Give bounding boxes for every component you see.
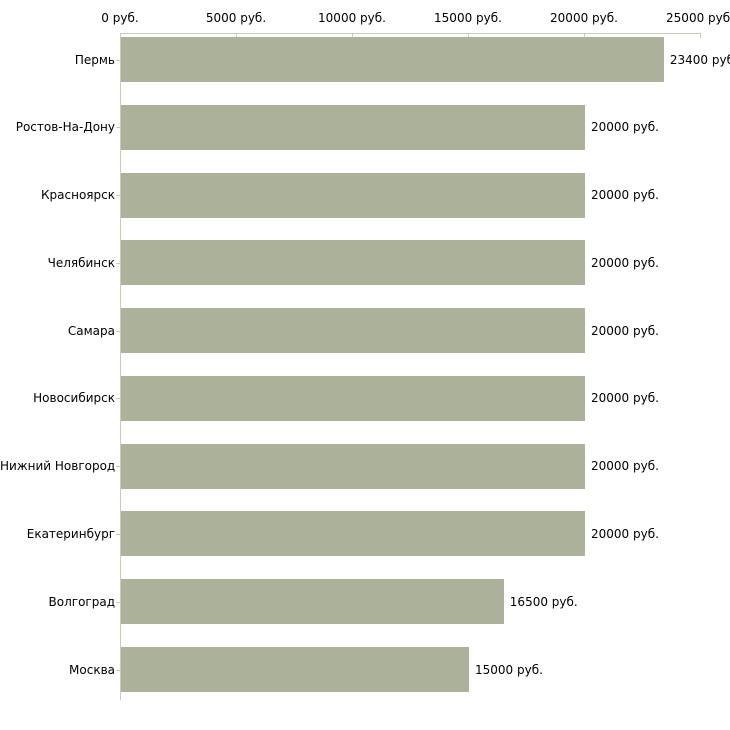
x-axis-tick-label: 10000 руб. <box>318 11 386 25</box>
bar-6 <box>121 375 585 421</box>
bar-3 <box>121 172 585 218</box>
x-axis-tick-label: 15000 руб. <box>434 11 502 25</box>
x-axis-line <box>120 33 701 34</box>
value-label: 20000 руб. <box>591 188 659 203</box>
x-axis-tick-mark <box>236 34 237 38</box>
category-label: Екатеринбург <box>26 526 115 541</box>
category-label: Волгоград <box>48 594 115 609</box>
bar-8 <box>121 511 585 557</box>
category-label: Ростов-На-Дону <box>15 120 115 135</box>
value-label: 20000 руб. <box>591 120 659 135</box>
value-label: 16500 руб. <box>509 594 578 609</box>
x-axis-tick-mark <box>468 34 469 38</box>
y-axis-tick-mark <box>116 669 120 671</box>
bar-7 <box>121 443 585 489</box>
y-axis-tick-mark <box>116 262 120 264</box>
x-axis-tick-mark <box>352 34 353 38</box>
category-label: Новосибирск <box>33 391 115 406</box>
value-label: 20000 руб. <box>591 459 659 474</box>
y-axis-tick-mark <box>116 59 120 61</box>
y-axis-line <box>120 33 121 700</box>
bar-1 <box>121 37 664 82</box>
bar-10 <box>121 647 469 693</box>
bar-2 <box>121 104 585 150</box>
category-label: Самара <box>67 323 115 338</box>
value-label: 20000 руб. <box>591 323 659 338</box>
y-axis-tick-mark <box>116 601 120 603</box>
value-label: 20000 руб. <box>591 526 659 541</box>
value-label: 15000 руб. <box>475 662 543 677</box>
category-label: Челябинск <box>47 255 115 270</box>
value-label: 20000 руб. <box>591 391 659 406</box>
y-axis-tick-mark <box>116 533 120 535</box>
x-axis-tick-label: 0 руб. <box>101 11 139 25</box>
y-axis-tick-mark <box>116 330 120 332</box>
x-axis-tick-mark <box>584 34 585 38</box>
value-label: 20000 руб. <box>591 255 659 270</box>
bar-4 <box>121 240 585 286</box>
category-label: Москва <box>69 662 115 677</box>
y-axis-tick-mark <box>116 127 120 129</box>
bar-5 <box>121 308 585 354</box>
y-axis-tick-mark <box>116 466 120 468</box>
y-axis-tick-mark <box>116 398 120 400</box>
x-axis-tick-mark <box>700 34 701 38</box>
category-label: Нижний Новгород <box>0 459 116 474</box>
y-axis-tick-mark <box>116 195 120 197</box>
category-label: Пермь <box>74 52 115 67</box>
category-label: Красноярск <box>41 188 115 203</box>
x-axis-tick-label: 25000 руб. <box>666 11 730 25</box>
bar-9 <box>121 579 504 625</box>
value-label: 23400 руб. <box>669 52 730 67</box>
x-axis-tick-label: 5000 руб. <box>205 11 267 25</box>
x-axis-tick-label: 20000 руб. <box>550 11 618 25</box>
